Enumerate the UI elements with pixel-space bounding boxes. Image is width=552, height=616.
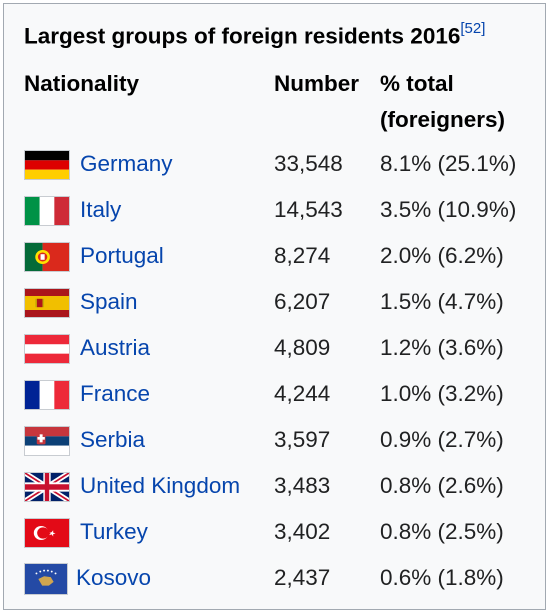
germany-flag[interactable]	[24, 150, 70, 180]
percent-cell: 1.5% (4.7%)	[380, 289, 504, 314]
number-cell: 4,809	[274, 335, 331, 360]
table-row: Spain 6,207 1.5% (4.7%)	[4, 281, 544, 327]
country-link[interactable]: Austria	[80, 335, 151, 360]
percent-cell: 0.6% (1.8%)	[380, 565, 504, 590]
percent-cell: 1.0% (3.2%)	[380, 381, 504, 406]
austria-flag[interactable]	[24, 334, 70, 364]
percent-cell: 0.8% (2.5%)	[380, 519, 504, 544]
united-kingdom-flag[interactable]	[24, 472, 70, 502]
table-row: Portugal 8,274 2.0% (6.2%)	[4, 235, 544, 281]
country-link[interactable]: United Kingdom	[80, 473, 241, 498]
table-row: Turkey 3,402 0.8% (2.5%)	[4, 511, 544, 557]
country-link[interactable]: Italy	[80, 197, 122, 222]
footnote-link[interactable]: [52]	[460, 20, 486, 37]
header-percent-total: % total	[380, 71, 454, 96]
number-cell: 6,207	[274, 289, 331, 314]
header-percent-foreigners: (foreigners)	[380, 107, 506, 132]
country-link[interactable]: Germany	[80, 151, 173, 176]
country-link[interactable]: France	[80, 381, 151, 406]
header-number: Number	[274, 71, 360, 96]
number-cell: 8,274	[274, 243, 331, 268]
kosovo-flag[interactable]	[24, 563, 68, 595]
percent-cell: 0.9% (2.7%)	[380, 427, 504, 452]
percent-cell: 2.0% (6.2%)	[380, 243, 504, 268]
foreign-residents-table: Largest groups of foreign residents 2016…	[3, 3, 546, 610]
percent-cell: 1.2% (3.6%)	[380, 335, 504, 360]
france-flag[interactable]	[24, 380, 70, 410]
number-cell: 3,597	[274, 427, 331, 452]
table-row: Serbia 3,597 0.9% (2.7%)	[4, 419, 544, 465]
header-nationality: Nationality	[24, 71, 140, 96]
country-link[interactable]: Kosovo	[76, 565, 152, 590]
number-cell: 33,548	[274, 151, 343, 176]
number-cell: 14,543	[274, 197, 343, 222]
turkey-flag[interactable]	[24, 518, 70, 548]
table-row: Austria 4,809 1.2% (3.6%)	[4, 327, 544, 373]
number-cell: 3,402	[274, 519, 331, 544]
percent-cell: 8.1% (25.1%)	[380, 151, 517, 176]
portugal-flag[interactable]	[24, 242, 70, 272]
number-cell: 4,244	[274, 381, 331, 406]
spain-flag[interactable]	[24, 288, 70, 318]
number-cell: 3,483	[274, 473, 331, 498]
table-row: Kosovo 2,437 0.6% (1.8%)	[4, 557, 544, 603]
italy-flag[interactable]	[24, 196, 70, 226]
country-link[interactable]: Serbia	[80, 427, 146, 452]
percent-cell: 3.5% (10.9%)	[380, 197, 517, 222]
table-row: United Kingdom 3,483 0.8% (2.6%)	[4, 465, 544, 511]
table-row: France 4,244 1.0% (3.2%)	[4, 373, 544, 419]
country-link[interactable]: Spain	[80, 289, 138, 314]
table-row: Germany 33,548 8.1% (25.1%)	[4, 143, 544, 189]
number-cell: 2,437	[274, 565, 331, 590]
table-title: Largest groups of foreign residents 2016…	[24, 20, 486, 49]
table-row: Italy 14,543 3.5% (10.9%)	[4, 189, 544, 235]
country-link[interactable]: Turkey	[80, 519, 148, 544]
country-link[interactable]: Portugal	[80, 243, 164, 268]
percent-cell: 0.8% (2.6%)	[380, 473, 504, 498]
serbia-flag[interactable]	[24, 426, 70, 456]
